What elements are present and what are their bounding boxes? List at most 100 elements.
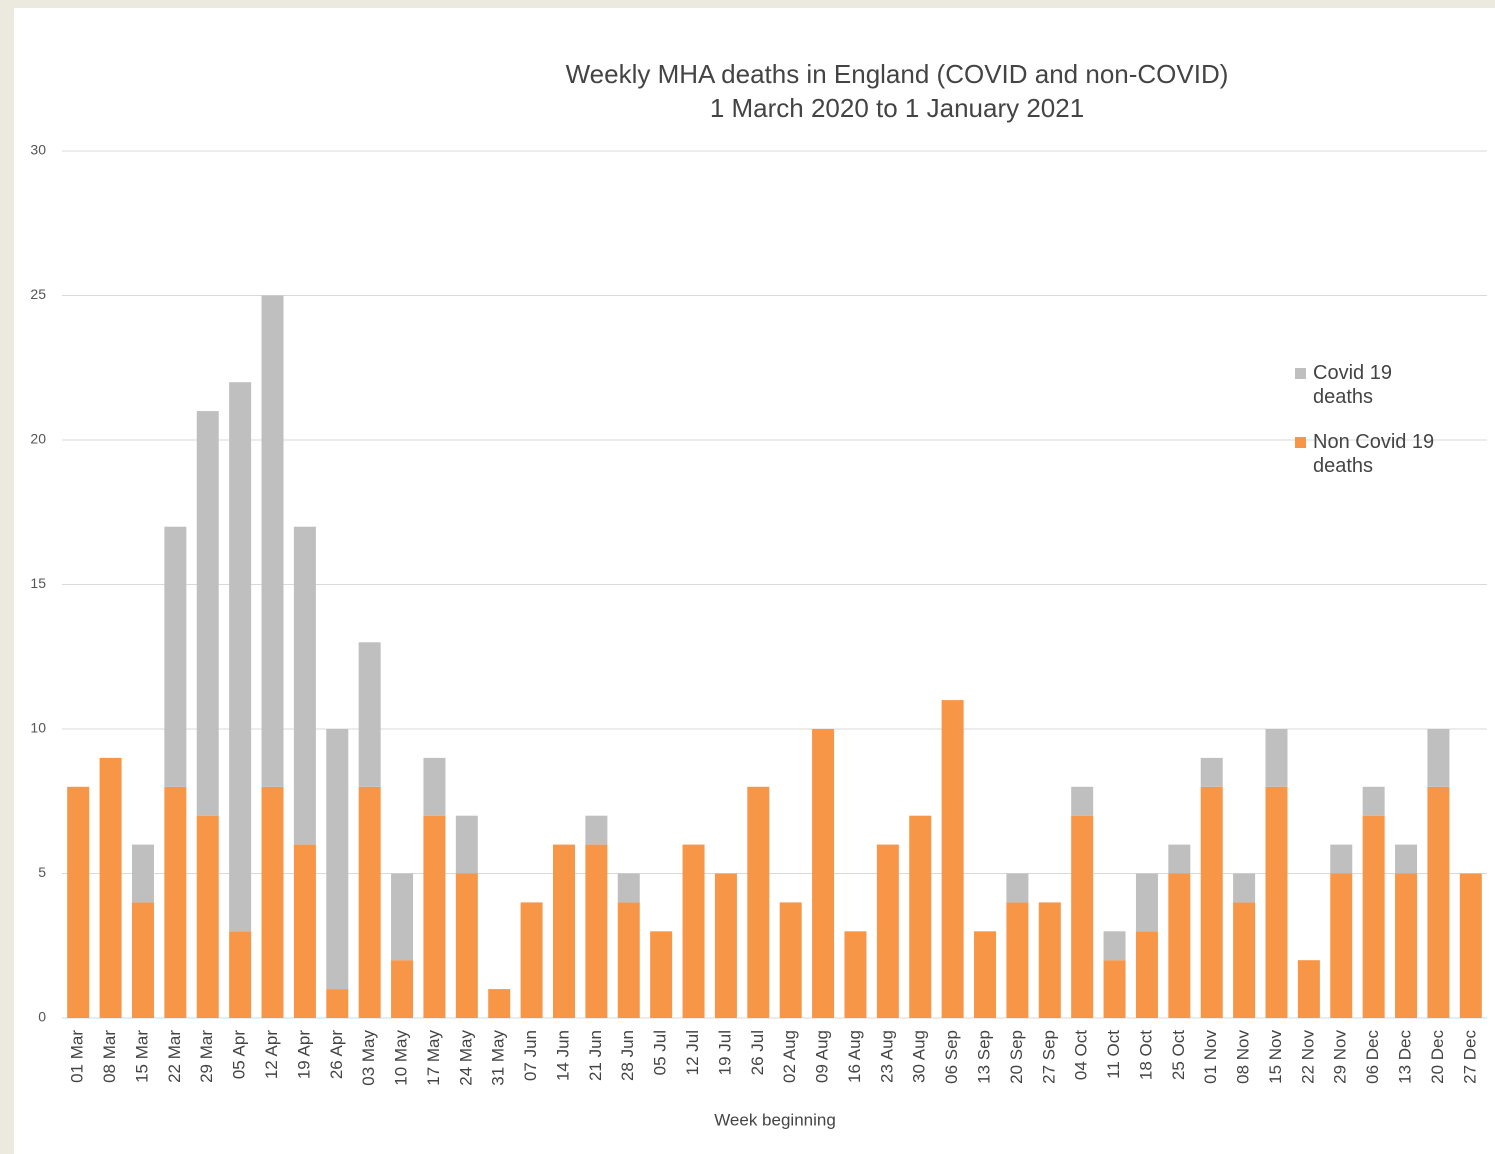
x-tick-label: 15 Nov <box>1266 1030 1285 1084</box>
bar-segment <box>423 757 446 816</box>
chart-subtitle: 1 March 2020 to 1 January 2021 <box>710 93 1084 123</box>
bar-segment <box>358 786 381 1018</box>
bar-segment <box>131 844 154 903</box>
x-tick-label: 20 Sep <box>1007 1030 1026 1084</box>
x-tick-label: 28 Jun <box>618 1030 637 1081</box>
bar-segment <box>1168 844 1191 874</box>
bar-segment <box>1103 960 1126 1018</box>
bar-segment <box>909 815 932 1018</box>
x-tick-label: 29 Mar <box>197 1030 216 1083</box>
bar-segment <box>99 757 122 1018</box>
y-tick-label: 0 <box>38 1009 46 1025</box>
y-tick-label: 30 <box>30 142 46 158</box>
x-tick-label: 09 Aug <box>813 1030 832 1083</box>
bar-segment <box>1135 873 1158 932</box>
bar-segment <box>1103 931 1126 961</box>
bar-segment <box>552 844 575 1018</box>
x-tick-label: 27 Dec <box>1460 1030 1479 1084</box>
x-tick-label: 02 Aug <box>780 1030 799 1083</box>
x-tick-label: 22 Mar <box>165 1030 184 1083</box>
legend-swatch <box>1295 368 1306 379</box>
x-tick-label: 11 Oct <box>1104 1030 1123 1079</box>
bar-segment <box>1006 873 1029 903</box>
bar-segment <box>1395 844 1418 874</box>
bar-segment <box>293 526 316 845</box>
bar-segment <box>196 411 219 816</box>
x-tick-label: 29 Nov <box>1331 1030 1350 1084</box>
x-tick-label: 08 Nov <box>1234 1030 1253 1084</box>
bar-segment <box>1330 873 1353 1018</box>
bar-segment <box>1265 729 1288 787</box>
bar-segment <box>1200 786 1223 1018</box>
bar-segment <box>714 873 737 1018</box>
bar-segment <box>682 844 705 1018</box>
bar-segment <box>391 873 414 961</box>
bar-segment <box>326 729 349 990</box>
bar-segment <box>844 931 867 1018</box>
x-tick-label: 24 May <box>456 1030 475 1086</box>
bar-segment <box>974 931 997 1018</box>
bar-segment <box>261 786 284 1018</box>
x-tick-label: 19 Apr <box>294 1030 313 1079</box>
bar-segment <box>391 960 414 1018</box>
bar-segment <box>1038 902 1061 1018</box>
y-tick-label: 10 <box>30 720 46 736</box>
x-tick-label: 13 Dec <box>1396 1030 1415 1084</box>
x-tick-label: 23 Aug <box>877 1030 896 1083</box>
x-tick-label: 31 May <box>489 1030 508 1086</box>
x-tick-label: 12 Jul <box>683 1030 702 1075</box>
bar-segment <box>1168 873 1191 1018</box>
legend-swatch <box>1295 437 1306 448</box>
x-axis-label: Week beginning <box>714 1110 836 1129</box>
x-tick-label: 16 Aug <box>845 1030 864 1083</box>
bar-segment <box>585 844 608 1018</box>
bar-segment <box>164 786 187 1018</box>
bar-segment <box>293 844 316 1018</box>
bar-segment <box>423 815 446 1018</box>
bar-segment <box>326 989 349 1018</box>
bar-segment <box>229 382 252 932</box>
bar-segment <box>1427 729 1450 787</box>
bar-segment <box>261 295 284 787</box>
bar-segment <box>1200 757 1223 787</box>
x-tick-label: 06 Sep <box>942 1030 961 1084</box>
bar-segment <box>1459 873 1482 1018</box>
bar-segment <box>131 902 154 1018</box>
bar-segment <box>585 815 608 845</box>
x-tick-label: 05 Jul <box>651 1030 670 1075</box>
bar-segment <box>1427 786 1450 1018</box>
bar-segment <box>1265 786 1288 1018</box>
legend-item: Non Covid 19 deaths <box>1295 430 1470 478</box>
bar-segment <box>1233 873 1256 903</box>
bar-segment <box>747 786 770 1018</box>
x-tick-label: 20 Dec <box>1428 1030 1447 1084</box>
x-tick-label: 14 Jun <box>553 1030 572 1081</box>
bar-segment <box>1006 902 1029 1018</box>
bar-segment <box>358 642 381 787</box>
legend-label: Non Covid 19 deaths <box>1313 431 1435 477</box>
x-tick-label: 08 Mar <box>100 1030 119 1083</box>
x-tick-label: 26 Apr <box>327 1030 346 1079</box>
bar-segment <box>650 931 673 1018</box>
x-tick-label: 04 Oct <box>1072 1030 1091 1080</box>
bar-segment <box>164 526 187 787</box>
legend-label: Covid 19 deaths <box>1313 362 1392 408</box>
x-tick-label: 07 Jun <box>521 1030 540 1081</box>
chart-title: Weekly MHA deaths in England (COVID and … <box>566 59 1229 89</box>
x-tick-label: 26 Jul <box>748 1030 767 1075</box>
bar-segment <box>1071 815 1094 1018</box>
x-tick-label: 03 May <box>359 1030 378 1086</box>
x-tick-label: 12 Apr <box>262 1030 281 1079</box>
x-tick-label: 01 Nov <box>1201 1030 1220 1084</box>
bar-segment <box>1297 960 1320 1018</box>
bar-segment <box>941 700 964 1018</box>
bar-segment <box>196 815 219 1018</box>
x-tick-label: 22 Nov <box>1298 1030 1317 1084</box>
legend-item: Covid 19 deaths <box>1295 361 1470 409</box>
x-tick-label: 10 May <box>392 1030 411 1086</box>
x-tick-label: 27 Sep <box>1039 1030 1058 1084</box>
bar-segment <box>455 815 478 874</box>
bar-segment <box>779 902 802 1018</box>
y-tick-label: 25 <box>30 286 46 302</box>
bar-segment <box>876 844 899 1018</box>
